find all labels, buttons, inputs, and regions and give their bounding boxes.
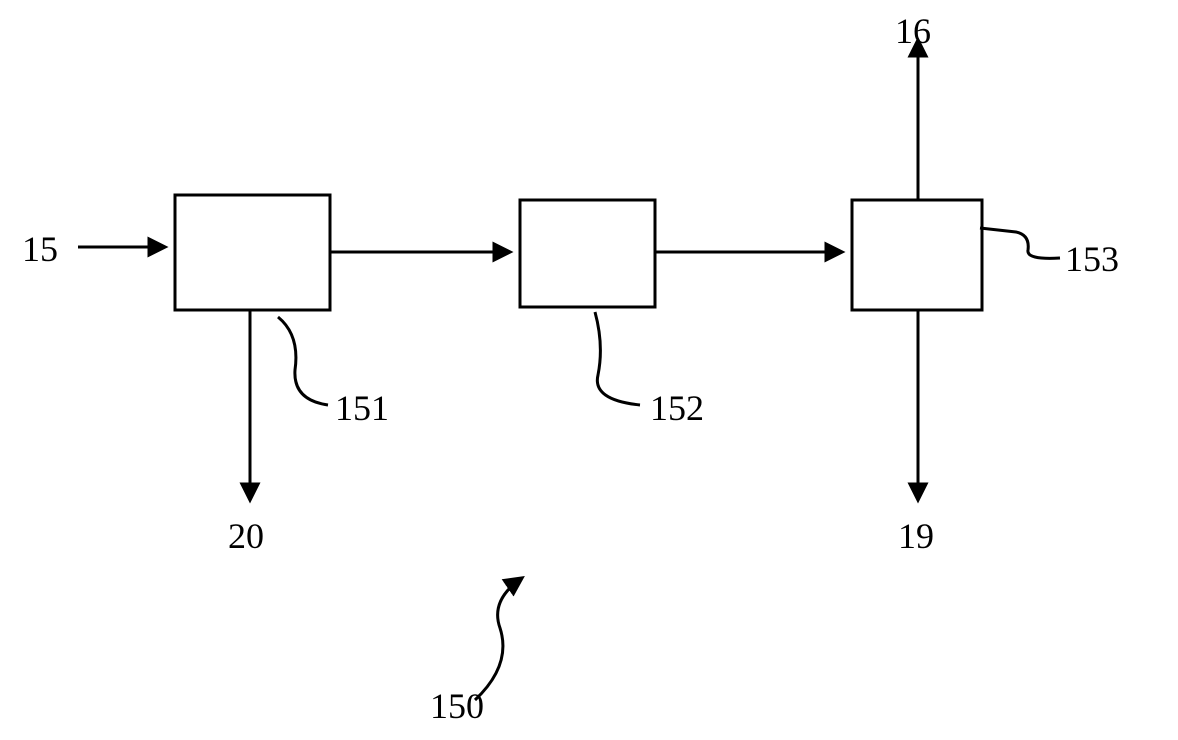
block-box (852, 200, 982, 310)
reference-label: 152 (650, 387, 704, 429)
diagram-canvas (0, 0, 1178, 740)
leader-line (980, 228, 1060, 258)
reference-label: 20 (228, 515, 264, 557)
reference-label: 16 (895, 10, 931, 52)
leader-line (475, 578, 522, 700)
reference-label: 153 (1065, 238, 1119, 280)
block-box (520, 200, 655, 307)
reference-label: 151 (335, 387, 389, 429)
reference-label: 19 (898, 515, 934, 557)
reference-label: 150 (430, 685, 484, 727)
block-box (175, 195, 330, 310)
leader-line (595, 312, 640, 405)
leader-line (278, 317, 328, 405)
reference-label: 15 (22, 228, 58, 270)
